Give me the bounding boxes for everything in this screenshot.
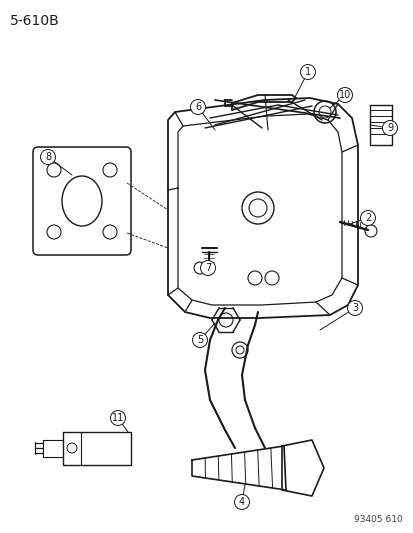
- Text: 2: 2: [364, 213, 370, 223]
- Circle shape: [192, 333, 207, 348]
- Circle shape: [360, 211, 375, 225]
- Text: 7: 7: [204, 263, 211, 273]
- Text: 11: 11: [112, 413, 124, 423]
- Circle shape: [190, 100, 205, 115]
- Circle shape: [110, 410, 125, 425]
- Circle shape: [40, 149, 55, 165]
- Text: 1: 1: [304, 67, 310, 77]
- Text: 3: 3: [351, 303, 357, 313]
- Text: 8: 8: [45, 152, 51, 162]
- Text: 6: 6: [195, 102, 201, 112]
- Text: 93405 610: 93405 610: [354, 515, 402, 524]
- Text: 10: 10: [338, 90, 350, 100]
- Circle shape: [200, 261, 215, 276]
- Circle shape: [347, 301, 362, 316]
- Text: 4: 4: [238, 497, 244, 507]
- Text: 5-610B: 5-610B: [10, 14, 59, 28]
- Circle shape: [300, 64, 315, 79]
- Circle shape: [382, 120, 396, 135]
- Circle shape: [337, 87, 351, 102]
- Text: 9: 9: [386, 123, 392, 133]
- Text: 5: 5: [197, 335, 203, 345]
- Circle shape: [234, 495, 249, 510]
